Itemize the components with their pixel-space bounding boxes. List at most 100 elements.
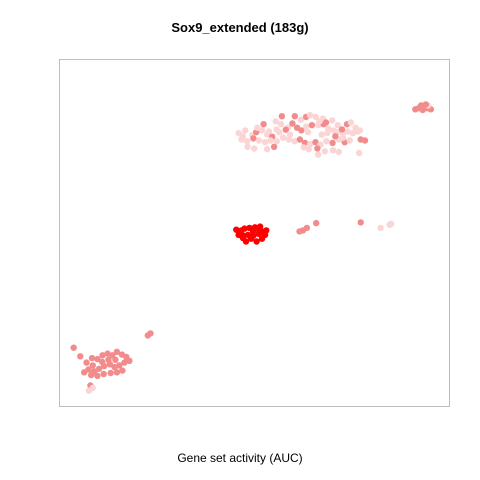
scatter-point [255,230,263,237]
scatter-point [255,137,263,144]
scatter-point [98,358,106,366]
scatter-point [94,355,101,363]
scatter-point [263,131,271,138]
scatter-point [356,127,364,134]
scatter-point [347,119,355,126]
scatter-point [307,140,314,148]
scatter-point [272,118,279,125]
x-axis-label: Gene set activity (AUC) [177,451,303,465]
scatter-point [300,144,307,151]
scatter-point [250,135,257,142]
scatter-point [308,122,316,129]
scatter-point [263,146,271,153]
scatter-point [303,224,311,232]
scatter-point [277,121,285,128]
scatter-point [297,116,305,123]
scatter-point [83,359,90,366]
scatter-point [240,232,247,239]
scatter-point [361,137,369,144]
scatter-point [312,113,319,121]
scatter-point [338,126,346,133]
scatter-point [258,127,266,134]
chart-title: Sox9_extended (183g) [171,20,309,35]
scatter-point [422,101,429,108]
scatter-point [377,224,384,232]
scatter-point [324,129,331,137]
scatter-point [121,359,128,366]
scatter-point [244,143,251,150]
scatter-point [109,352,116,359]
scatter-point [321,148,328,155]
scatter-point [306,112,314,119]
scatter-point [95,365,103,372]
scatter-point [246,224,253,232]
scatter-point [250,232,257,239]
scatter-point [318,131,325,138]
scatter-point [244,138,251,145]
scatter-point [276,129,283,136]
scatter-point [89,362,97,369]
scatter-point [355,149,363,157]
scatter-point [126,357,133,364]
scatter-point [387,220,395,227]
scatter-point [286,131,294,138]
scatter-point [267,137,274,144]
scatter-point [332,133,339,140]
scatter-point [256,223,264,230]
scatter-point [346,137,353,144]
scatter-point [334,122,341,129]
scatter-point [344,128,351,135]
points-layer [70,101,435,394]
scatter-point [113,348,121,355]
scatter-point [339,134,347,141]
scatter-point [315,151,322,158]
scatter-point [291,138,298,145]
scatter-point [302,123,310,130]
scatter-point [254,124,261,131]
scatter-point [112,356,119,363]
scatter-point [253,238,260,245]
scatter-point [144,332,151,339]
scatter-point [70,344,77,351]
scatter-point [88,371,95,379]
plot-frame [59,59,450,407]
scatter-point [258,235,266,242]
scatter-point [105,356,112,363]
scatter-point [261,139,269,146]
scatter-point [270,143,278,150]
scatter-point [296,136,304,143]
scatter-point [285,136,293,143]
scatter-point [322,119,330,126]
scatter-point [323,138,330,145]
scatter-point [233,226,240,233]
scatter-point [291,113,298,120]
scatter-point [77,353,84,360]
scatter-point [251,145,258,152]
scatter-point [298,127,305,134]
scatter-point [278,113,286,120]
scatter-point [314,145,321,152]
scatter-point [99,352,106,359]
scatter-point [81,369,88,376]
scatter-point [312,139,319,146]
scatter-point [239,133,247,140]
scatter-point [94,372,101,379]
scatter-point [289,120,296,127]
scatter-point [251,224,259,231]
scatter-point [305,146,312,153]
scatter-point [85,387,93,394]
scatter-point [263,227,270,234]
scatter-point [313,219,320,227]
scatter-point [329,117,336,124]
scatter-point [260,121,267,128]
scatter-point [119,367,126,374]
scatter-point [279,134,287,141]
scatter-point [242,127,249,134]
scatter-point [273,138,280,145]
scatter-point [111,363,118,371]
scatter-point [329,139,336,147]
scatter-point [357,219,364,226]
scatter-point [241,225,248,232]
scatter-point [335,148,342,156]
